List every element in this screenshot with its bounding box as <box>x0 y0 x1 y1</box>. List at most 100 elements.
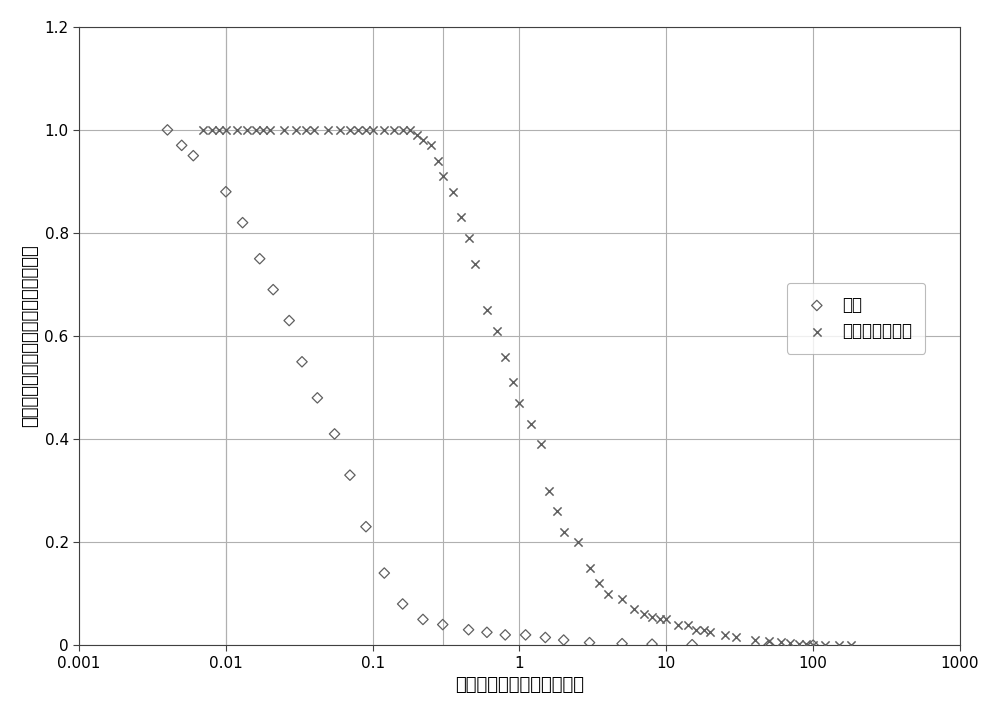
核磁拟压汞曲线 <box>320 124 336 136</box>
压汞 <box>342 470 358 481</box>
压汞 <box>415 613 431 625</box>
核磁拟压汞曲线 <box>817 639 833 651</box>
核磁拟压汞曲线 <box>453 212 469 223</box>
核磁拟压汞曲线 <box>523 418 539 429</box>
压汞 <box>376 567 392 578</box>
压汞 <box>159 124 175 136</box>
核磁拟压汞曲线 <box>798 638 814 650</box>
核磁拟压汞曲线 <box>670 619 686 631</box>
核磁拟压汞曲线 <box>395 124 411 136</box>
压汞 <box>761 639 777 651</box>
压汞 <box>185 150 201 162</box>
核磁拟压汞曲线 <box>479 305 495 316</box>
核磁拟压汞曲线 <box>688 624 704 636</box>
核磁拟压汞曲线 <box>652 613 668 625</box>
核磁拟压汞曲线 <box>248 124 264 136</box>
核磁拟压汞曲线 <box>306 124 322 136</box>
压汞 <box>556 634 572 646</box>
核磁拟压汞曲线 <box>533 438 549 450</box>
压汞 <box>265 284 281 295</box>
压汞 <box>235 217 251 228</box>
Y-axis label: 拟累积进汞饱和度（信号强度百分数）: 拟累积进汞饱和度（信号强度百分数） <box>21 245 39 428</box>
压汞 <box>497 629 513 641</box>
核磁拟压汞曲线 <box>591 578 607 589</box>
核磁拟压汞曲线 <box>843 639 859 651</box>
核磁拟压汞曲线 <box>582 562 598 573</box>
核磁拟压汞曲线 <box>386 124 402 136</box>
压汞 <box>358 521 374 533</box>
压汞 <box>479 626 495 638</box>
压汞 <box>252 253 268 265</box>
核磁拟压汞曲线 <box>204 124 220 136</box>
Legend: 压汞, 核磁拟压汞曲线: 压汞, 核磁拟压汞曲线 <box>787 282 925 353</box>
压汞 <box>309 392 325 403</box>
核磁拟压汞曲线 <box>415 134 431 146</box>
核磁拟压汞曲线 <box>255 124 271 136</box>
压汞 <box>461 624 477 636</box>
核磁拟压汞曲线 <box>761 636 777 647</box>
核磁拟压汞曲线 <box>239 124 255 136</box>
压汞 <box>395 598 411 610</box>
核磁拟压汞曲线 <box>680 619 696 631</box>
核磁拟压汞曲线 <box>644 611 660 623</box>
核磁拟压汞曲线 <box>505 377 521 388</box>
核磁拟压汞曲线 <box>195 124 211 136</box>
核磁拟压汞曲线 <box>229 124 245 136</box>
压汞 <box>327 428 343 440</box>
核磁拟压汞曲线 <box>211 124 227 136</box>
压汞 <box>218 186 234 197</box>
压汞 <box>281 315 297 326</box>
核磁拟压汞曲线 <box>467 258 483 270</box>
核磁拟压汞曲线 <box>696 624 712 636</box>
核磁拟压汞曲线 <box>262 124 278 136</box>
核磁拟压汞曲线 <box>350 124 366 136</box>
核磁拟压汞曲线 <box>626 603 642 615</box>
核磁拟压汞曲线 <box>298 124 314 136</box>
压汞 <box>684 639 700 651</box>
核磁拟压汞曲线 <box>423 139 439 151</box>
X-axis label: 孔喉半径（横向驰象时间）: 孔喉半径（横向驰象时间） <box>455 676 584 694</box>
核磁拟压汞曲线 <box>365 124 381 136</box>
核磁拟压汞曲线 <box>489 325 505 337</box>
核磁拟压汞曲线 <box>218 124 234 136</box>
核磁拟压汞曲线 <box>497 351 513 363</box>
压汞 <box>294 356 310 368</box>
压汞 <box>537 632 553 644</box>
核磁拟压汞曲线 <box>461 232 477 244</box>
核磁拟压汞曲线 <box>276 124 292 136</box>
核磁拟压汞曲线 <box>288 124 304 136</box>
压汞 <box>435 619 451 631</box>
核磁拟压汞曲线 <box>658 613 674 625</box>
核磁拟压汞曲线 <box>430 155 446 167</box>
核磁拟压汞曲线 <box>549 506 565 517</box>
核磁拟压汞曲线 <box>570 536 586 548</box>
压汞 <box>644 638 660 650</box>
核磁拟压汞曲线 <box>402 124 418 136</box>
核磁拟压汞曲线 <box>747 634 763 646</box>
核磁拟压汞曲线 <box>556 526 572 538</box>
核磁拟压汞曲线 <box>614 593 630 605</box>
核磁拟压汞曲线 <box>409 129 425 141</box>
核磁拟压汞曲线 <box>636 608 652 620</box>
压汞 <box>805 639 821 651</box>
压汞 <box>174 139 190 151</box>
核磁拟压汞曲线 <box>600 588 616 599</box>
核磁拟压汞曲线 <box>342 124 358 136</box>
核磁拟压汞曲线 <box>358 124 374 136</box>
核磁拟压汞曲线 <box>435 171 451 182</box>
核磁拟压汞曲线 <box>805 639 821 651</box>
压汞 <box>582 637 598 649</box>
核磁拟压汞曲线 <box>445 186 461 197</box>
核磁拟压汞曲线 <box>773 636 789 648</box>
核磁拟压汞曲线 <box>376 124 392 136</box>
核磁拟压汞曲线 <box>702 626 718 638</box>
核磁拟压汞曲线 <box>782 637 798 649</box>
核磁拟压汞曲线 <box>728 632 744 644</box>
核磁拟压汞曲线 <box>332 124 348 136</box>
压汞 <box>518 629 534 641</box>
压汞 <box>614 638 630 649</box>
核磁拟压汞曲线 <box>511 398 527 409</box>
核磁拟压汞曲线 <box>717 629 733 641</box>
核磁拟压汞曲线 <box>791 638 807 649</box>
核磁拟压汞曲线 <box>831 639 847 651</box>
